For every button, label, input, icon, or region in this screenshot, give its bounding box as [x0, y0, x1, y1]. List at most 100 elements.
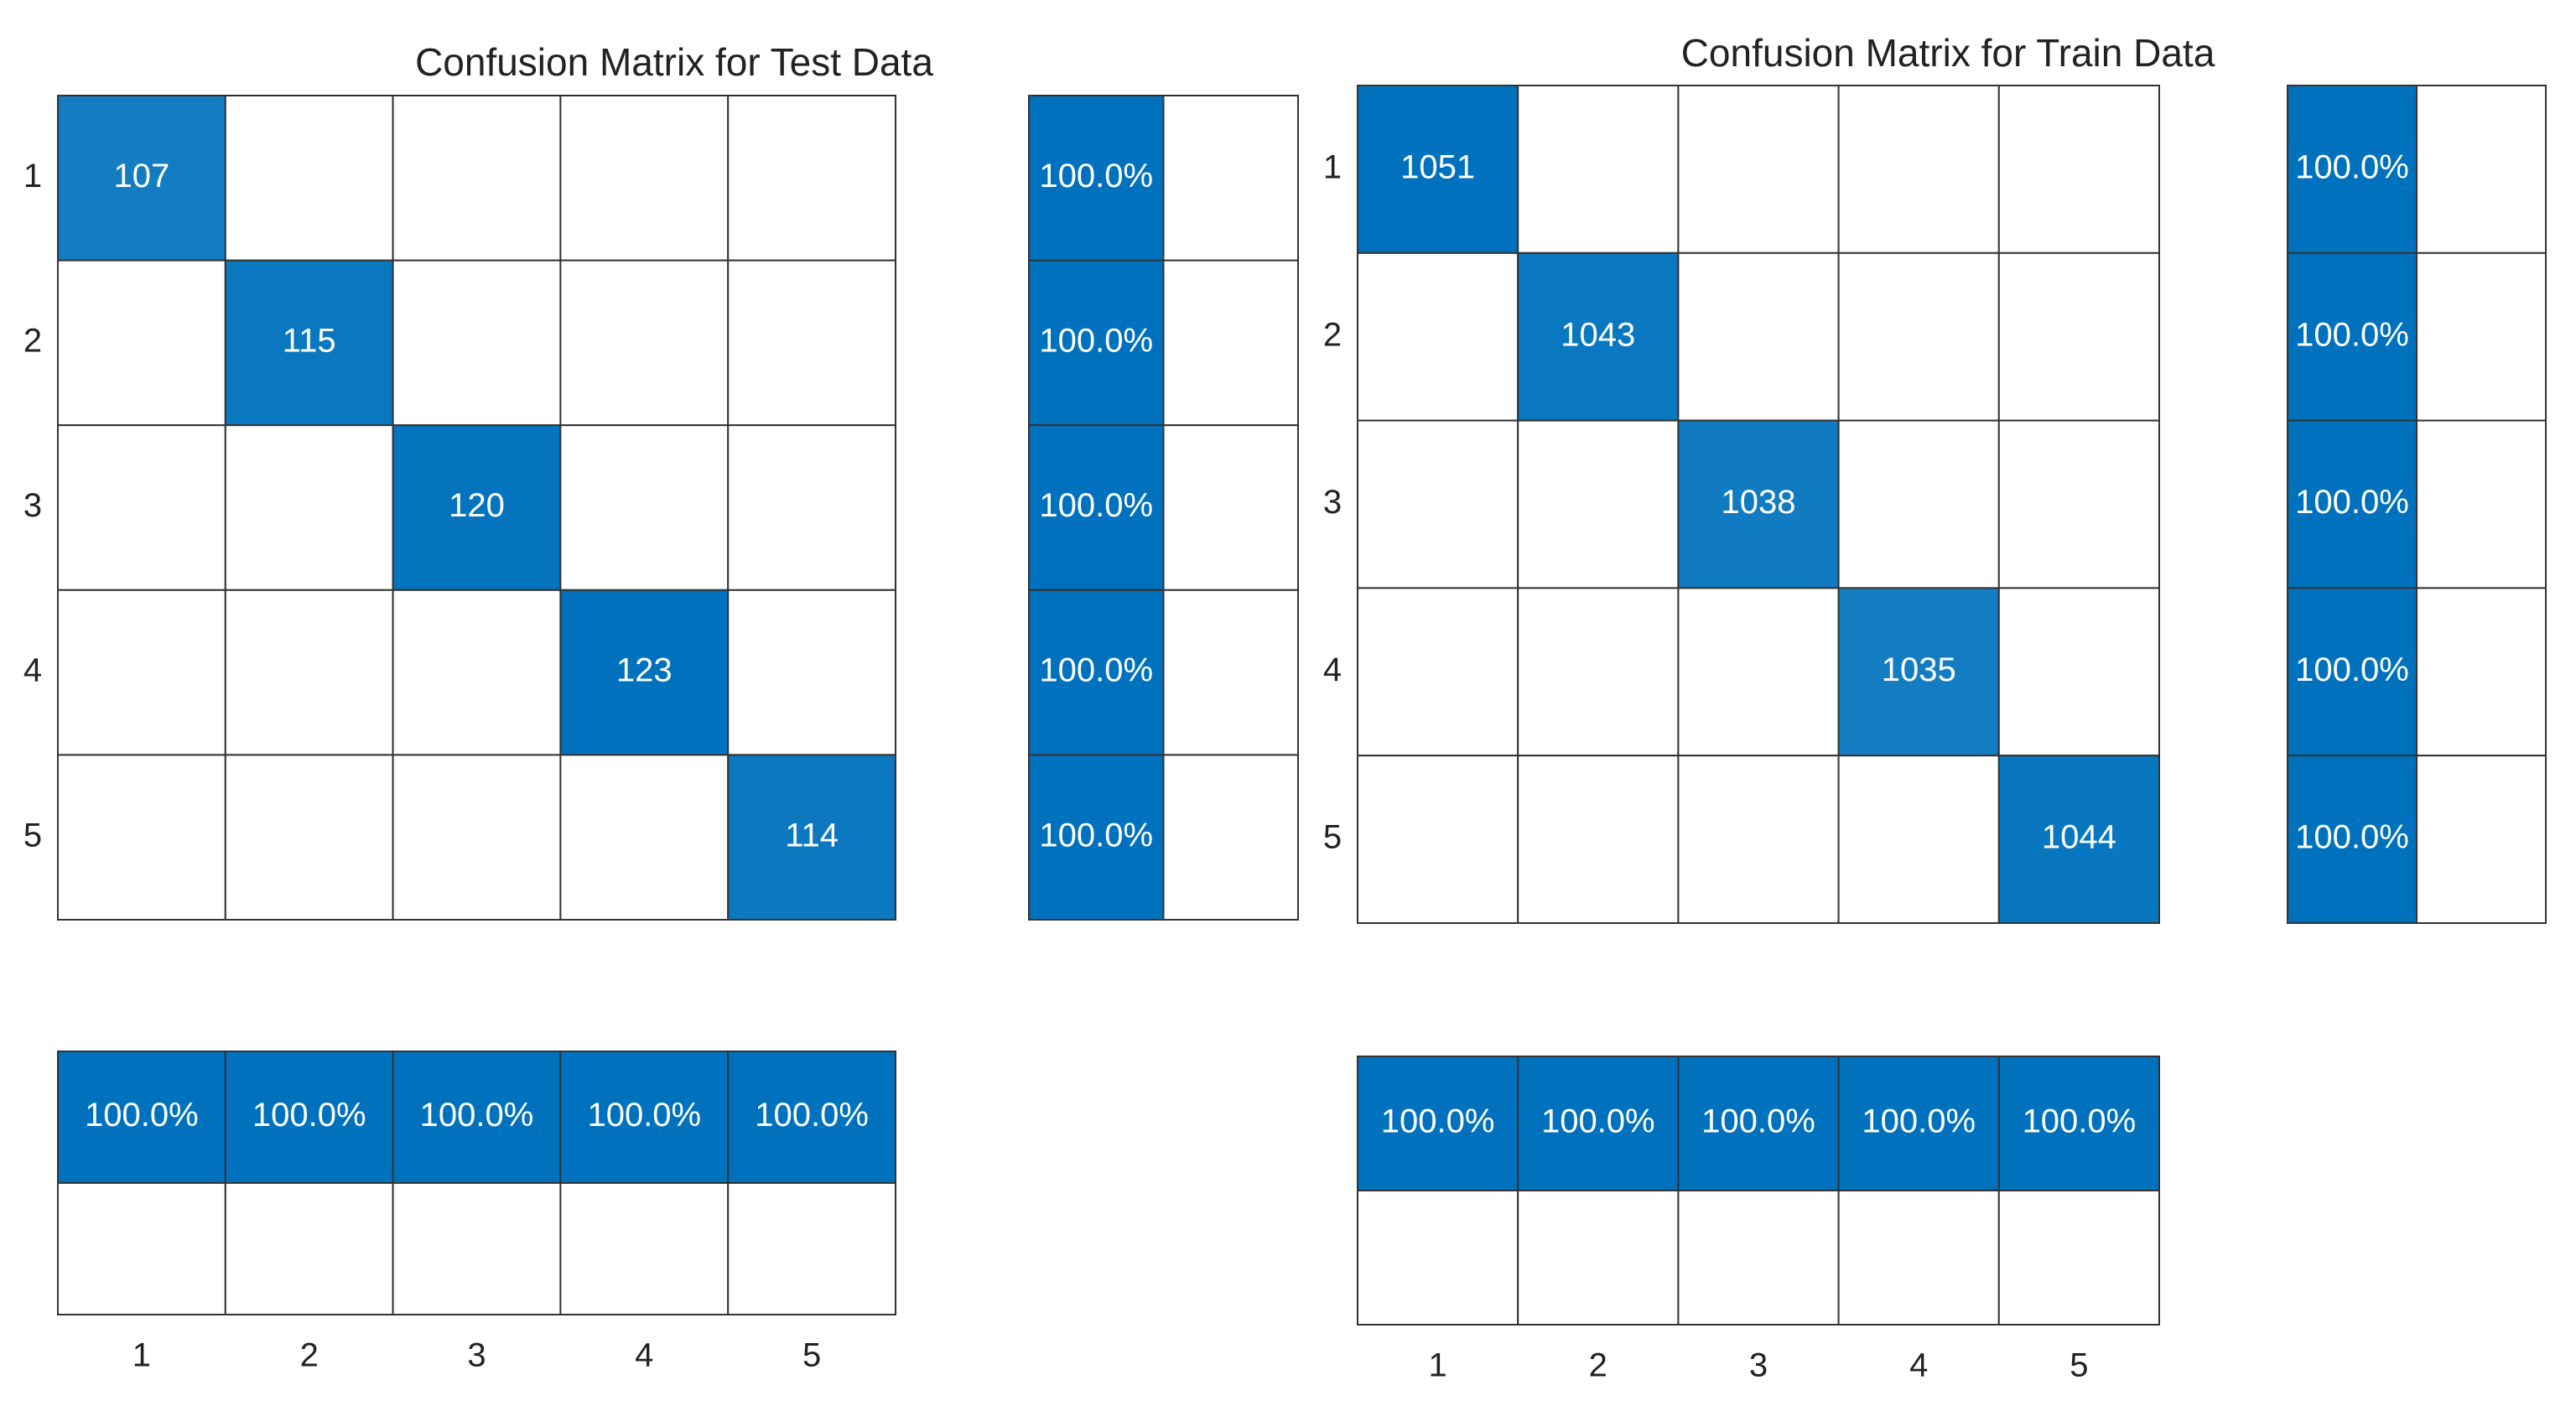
- row-label: 3: [1323, 484, 1342, 521]
- row-summary-cell: [1028, 95, 1165, 262]
- empty-cell: [392, 259, 562, 427]
- column-summary-cell: [224, 1051, 394, 1184]
- cell-label: 123: [616, 652, 673, 689]
- row-summary-label: 100.0%: [2295, 651, 2409, 688]
- column-label: 3: [467, 1337, 486, 1374]
- row-summary-label: 100.0%: [2295, 148, 2409, 185]
- column-summary-blank: [727, 1182, 897, 1315]
- column-summary-blank: [1357, 1190, 1519, 1326]
- row-summary-cell: [1028, 754, 1165, 921]
- empty-cell: [1837, 755, 2000, 925]
- column-summary-label: 100.0%: [1701, 1103, 1815, 1140]
- chart-title: Confusion Matrix for Test Data: [415, 40, 933, 84]
- row-label: 2: [1323, 316, 1342, 353]
- empty-cell: [57, 259, 226, 427]
- empty-cell: [1677, 755, 1840, 925]
- empty-cell: [1357, 755, 1519, 925]
- empty-cell: [224, 589, 394, 756]
- empty-cell: [727, 95, 897, 262]
- empty-cell: [392, 95, 562, 262]
- empty-cell: [1997, 419, 2161, 589]
- row-summary-blank: [1162, 754, 1299, 921]
- row-summary-blank: [2416, 85, 2547, 254]
- column-label: 2: [300, 1337, 319, 1374]
- column-summary-cell: [1677, 1056, 1840, 1191]
- column-label: 4: [635, 1337, 653, 1374]
- row-summary-cell: [1028, 424, 1165, 591]
- column-summary-blank: [1677, 1190, 1840, 1326]
- empty-cell: [1837, 252, 2000, 422]
- row-summary-label: 100.0%: [2295, 819, 2409, 856]
- empty-cell: [57, 754, 226, 921]
- column-label: 4: [1909, 1347, 1928, 1384]
- cell-label: 120: [449, 487, 505, 524]
- row-summary-blank: [1162, 95, 1299, 262]
- empty-cell: [1357, 252, 1519, 422]
- column-summary-cell: [1997, 1056, 2161, 1191]
- row-summary-label: 100.0%: [1039, 158, 1153, 195]
- empty-cell: [1837, 419, 2000, 589]
- cell-label: 1043: [1561, 316, 1635, 353]
- column-summary-label: 100.0%: [420, 1097, 534, 1134]
- column-summary-cell: [559, 1051, 730, 1184]
- column-summary-blank: [224, 1182, 394, 1315]
- empty-cell: [1997, 252, 2161, 422]
- row-summary-label: 100.0%: [2295, 316, 2409, 353]
- cell-label: 115: [283, 322, 336, 359]
- column-summary-label: 100.0%: [587, 1097, 701, 1134]
- matrix-cell: [1837, 587, 2000, 757]
- row-summary-label: 100.0%: [1039, 487, 1153, 524]
- row-label: 4: [23, 652, 42, 689]
- row-summary-label: 100.0%: [2295, 484, 2409, 521]
- column-summary-cell: [392, 1051, 562, 1184]
- row-summary-cell: [2287, 755, 2418, 925]
- empty-cell: [224, 424, 394, 591]
- empty-cell: [1677, 587, 1840, 757]
- row-summary-label: 100.0%: [1039, 817, 1153, 853]
- matrix-cell: [1997, 755, 2161, 925]
- row-summary-label: 100.0%: [1039, 652, 1153, 689]
- empty-cell: [1677, 85, 1840, 254]
- empty-cell: [559, 95, 730, 262]
- column-summary-label: 100.0%: [2023, 1103, 2137, 1140]
- empty-cell: [727, 589, 897, 756]
- column-label: 1: [1428, 1347, 1446, 1384]
- column-summary-label: 100.0%: [755, 1097, 869, 1134]
- row-label: 4: [1323, 651, 1342, 688]
- column-summary-label: 100.0%: [1541, 1103, 1655, 1140]
- cell-label: 114: [785, 817, 839, 853]
- column-summary-blank: [392, 1182, 562, 1315]
- column-summary-cell: [1837, 1056, 2000, 1191]
- row-summary-blank: [2416, 755, 2547, 925]
- row-label: 1: [23, 158, 42, 195]
- row-summary-blank: [2416, 252, 2547, 422]
- matrix-cell: [727, 754, 897, 921]
- empty-cell: [727, 259, 897, 427]
- empty-cell: [559, 424, 730, 591]
- column-summary-blank: [559, 1182, 730, 1315]
- column-summary-blank: [1997, 1190, 2161, 1326]
- matrix-cell: [559, 589, 730, 756]
- row-summary-blank: [2416, 587, 2547, 757]
- row-summary-cell: [2287, 419, 2418, 589]
- empty-cell: [1517, 755, 1680, 925]
- column-summary-label: 100.0%: [252, 1097, 366, 1134]
- empty-cell: [392, 589, 562, 756]
- matrix-cell: [392, 424, 562, 591]
- empty-cell: [1997, 85, 2161, 254]
- empty-cell: [1357, 419, 1519, 589]
- empty-cell: [1677, 252, 1840, 422]
- empty-cell: [57, 589, 226, 756]
- row-summary-blank: [1162, 424, 1299, 591]
- column-summary-cell: [727, 1051, 897, 1184]
- matrix-cell: [1677, 419, 1840, 589]
- row-summary-label: 100.0%: [1039, 322, 1153, 359]
- column-label: 5: [802, 1337, 821, 1374]
- empty-cell: [559, 259, 730, 427]
- empty-cell: [727, 424, 897, 591]
- row-summary-blank: [1162, 259, 1299, 427]
- matrix-cell: [1357, 85, 1519, 254]
- column-label: 3: [1749, 1347, 1768, 1384]
- empty-cell: [1517, 587, 1680, 757]
